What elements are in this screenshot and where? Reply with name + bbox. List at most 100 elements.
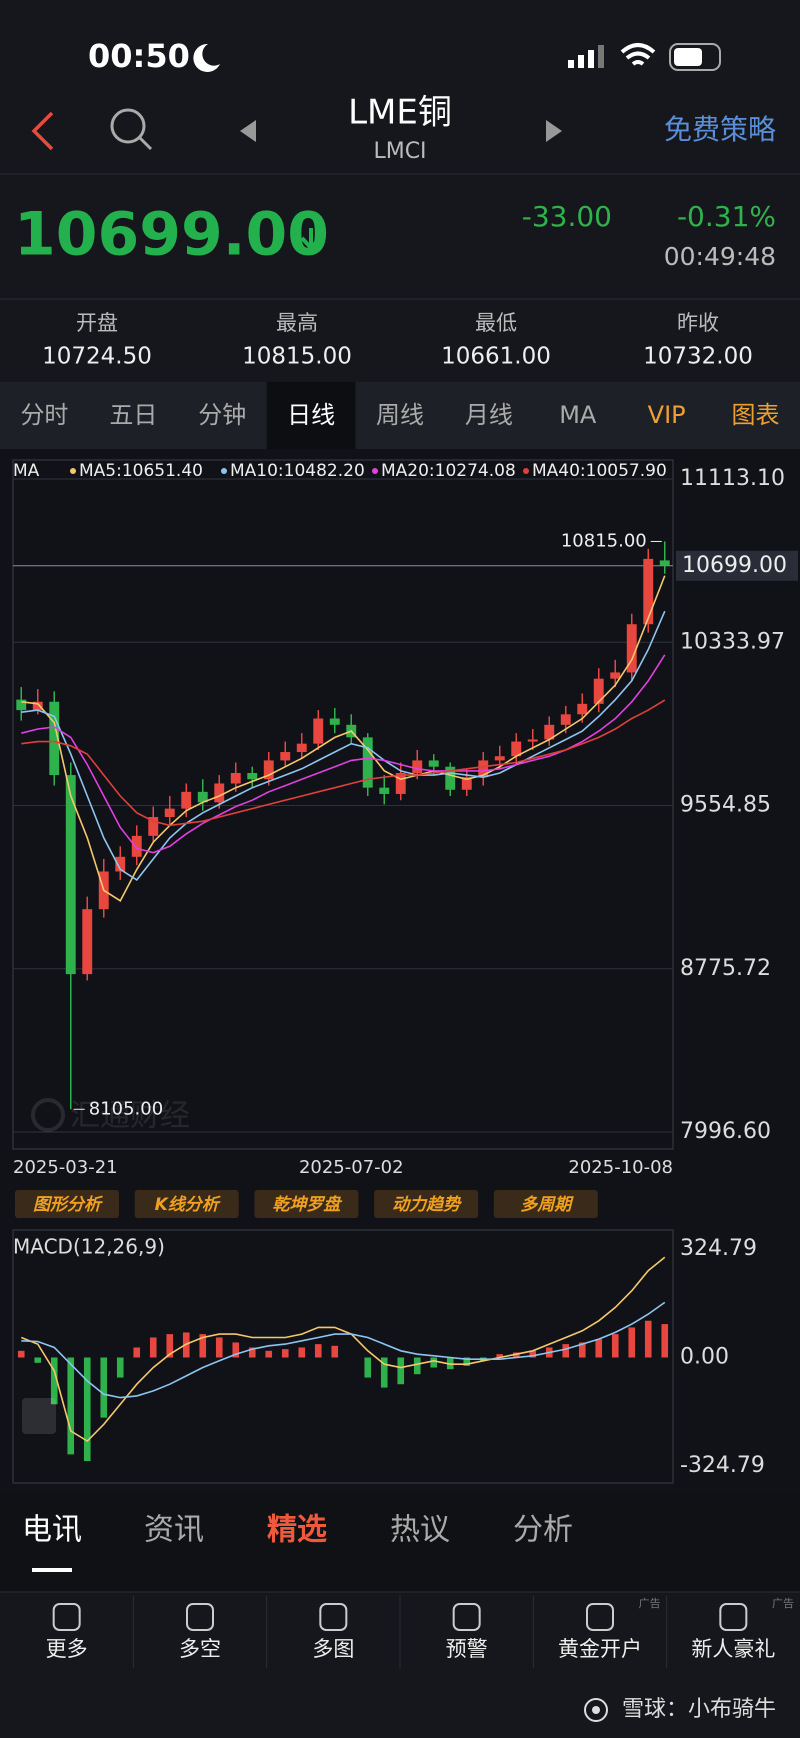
candle-body [362, 737, 373, 788]
macd-bar [100, 1357, 108, 1418]
candle-body [280, 752, 291, 761]
candle-body [247, 772, 258, 780]
macd-bar [232, 1342, 240, 1358]
page-title: LME铜 [348, 93, 452, 133]
legend-entry: MA5:10651.40 [79, 461, 203, 481]
macd-bar [265, 1350, 273, 1358]
period-tab[interactable]: VIP [648, 401, 686, 429]
tool-button[interactable] [493, 1190, 598, 1218]
nav-icon [186, 1603, 214, 1631]
macd-bar [595, 1339, 603, 1358]
news-tab[interactable]: 分析 [513, 1513, 573, 1548]
ad-tag: 广告 [639, 1597, 661, 1610]
period-tab[interactable]: 周线 [376, 401, 424, 429]
period-tabs-bar [0, 382, 800, 449]
signal-icon [568, 45, 604, 68]
macd-bar [644, 1320, 652, 1358]
candle-body [428, 760, 439, 767]
period-tab[interactable]: 分钟 [198, 401, 246, 429]
candle-body [148, 816, 159, 836]
ma-line [21, 610, 666, 881]
tool-label: 图形分析 [33, 1195, 104, 1215]
period-tab[interactable]: 五日 [109, 401, 157, 429]
candle-body [412, 760, 423, 773]
period-tab[interactable]: 分时 [20, 401, 68, 429]
stat-value: 10661.00 [441, 344, 551, 370]
macd-bar [116, 1357, 124, 1378]
next-button[interactable] [546, 120, 562, 142]
page-subtitle: LMCI [373, 139, 426, 164]
candle-body [610, 672, 621, 679]
macd-bar [83, 1357, 91, 1462]
nav-icon [52, 1603, 81, 1631]
active-tab [266, 382, 356, 449]
candle-body [395, 772, 406, 794]
y-tick-label: 9554.85 [680, 793, 771, 818]
macd-bar [628, 1327, 636, 1358]
candle-body [527, 739, 538, 742]
news-tab[interactable]: 热议 [390, 1513, 450, 1548]
candle-body [115, 856, 126, 872]
candle-body [544, 724, 555, 740]
period-tab[interactable]: 图表 [732, 401, 780, 429]
watermark-logo [31, 1098, 65, 1132]
tool-label: 乾坤罗盘 [272, 1195, 343, 1215]
macd-bar [199, 1334, 207, 1358]
macd-bar [430, 1357, 438, 1368]
price-change-pct: -0.31% [677, 200, 776, 233]
tool-button[interactable] [134, 1190, 239, 1218]
fullscreen-button[interactable] [22, 1398, 56, 1434]
tool-button[interactable] [374, 1190, 479, 1218]
nav-label[interactable]: 更多 [46, 1637, 88, 1661]
plot-frame [12, 459, 674, 1150]
news-tab[interactable]: 电讯 [22, 1513, 82, 1548]
nav-label[interactable]: 新人豪礼 [691, 1637, 775, 1661]
candle-body [263, 760, 274, 780]
tool-button[interactable] [254, 1190, 359, 1218]
nav-label[interactable]: 黄金开户 [558, 1637, 642, 1661]
news-tab[interactable]: 资讯 [144, 1513, 204, 1548]
macd-bar [298, 1347, 306, 1358]
stat-value: 10732.00 [643, 344, 753, 370]
active-underline [32, 1568, 72, 1572]
period-tab[interactable]: 月线 [465, 401, 513, 429]
period-tab[interactable]: 日线 [287, 401, 335, 429]
nav-label[interactable]: 多空 [179, 1637, 221, 1661]
tool-label: 动力趋势 [392, 1195, 462, 1215]
back-button[interactable] [31, 111, 54, 151]
candle-body [329, 718, 340, 725]
candle-body [593, 678, 604, 704]
battery-level [674, 48, 702, 66]
candle-body [560, 714, 571, 725]
plot-frame [12, 1229, 674, 1484]
macd-bar [67, 1357, 75, 1455]
quote-time: 00:49:48 [664, 242, 776, 271]
news-tabs-bar [0, 1494, 800, 1592]
candle-body [478, 760, 489, 778]
macd-bar [463, 1357, 471, 1366]
macd-bar [364, 1357, 372, 1378]
macd-bar [380, 1357, 388, 1388]
macd-bar [248, 1347, 256, 1358]
stat-label: 开盘 [76, 311, 118, 335]
tool-button[interactable] [15, 1190, 119, 1218]
x-tick-label: 2025-10-08 [568, 1157, 673, 1178]
prev-button[interactable] [240, 120, 256, 142]
macd-bar [34, 1357, 42, 1363]
nav-label[interactable]: 多图 [312, 1637, 354, 1661]
y-tick-label: 324.79 [680, 1236, 757, 1261]
strategy-link[interactable]: 免费策略 [664, 113, 776, 146]
y-tick-label: 0.00 [680, 1345, 729, 1370]
macd-bar [215, 1337, 223, 1358]
macd-bar [397, 1357, 405, 1385]
nav-label[interactable]: 预警 [446, 1637, 488, 1661]
legend-swatch [523, 468, 529, 474]
period-tab[interactable]: MA [559, 401, 597, 429]
candle-body [379, 787, 390, 794]
news-tab[interactable]: 精选 [267, 1513, 327, 1548]
stat-label: 昨收 [677, 311, 719, 335]
ma-line [21, 699, 666, 827]
search-button[interactable] [110, 108, 153, 151]
macd-line [21, 1256, 666, 1443]
candle-body [296, 743, 307, 753]
